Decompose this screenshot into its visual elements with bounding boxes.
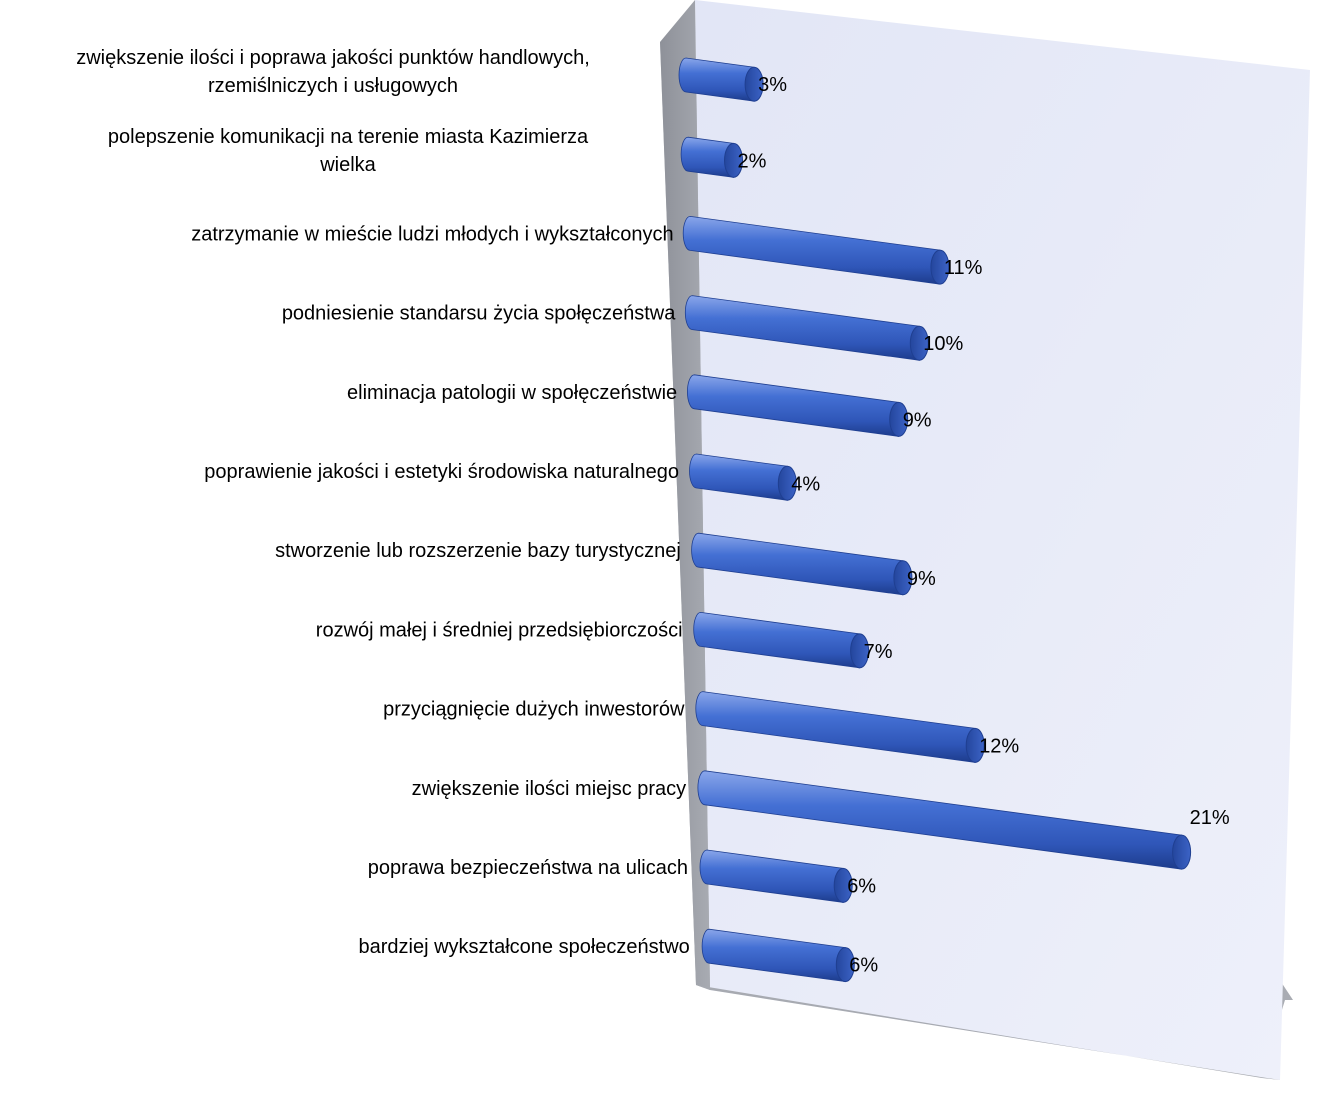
bar-end-cap — [833, 867, 853, 903]
bar-end-cap — [889, 401, 909, 437]
value-label: 6% — [847, 875, 876, 897]
bar — [697, 770, 1182, 870]
category-label: podniesienie standarsu życia społęczeńst… — [282, 303, 676, 325]
bar-end-cap — [893, 560, 913, 596]
category-label: zatrzymanie w mieście ludzi młodych i wy… — [191, 223, 673, 245]
category-label: zwiększenie ilości i poprawa jakości pun… — [76, 47, 590, 97]
bar-end-cap — [930, 249, 950, 285]
value-label: 3% — [758, 74, 787, 96]
value-label: 9% — [907, 568, 936, 590]
bar-end-cap — [909, 325, 929, 361]
bar — [691, 532, 904, 596]
bar-end-cap — [1172, 834, 1192, 870]
category-label: zwiększenie ilości miejsc pracy — [412, 778, 687, 800]
value-label: 21% — [1190, 807, 1230, 829]
value-label: 10% — [923, 333, 963, 355]
category-label: przyciągnięcie dużych inwestorów — [383, 699, 685, 721]
category-label: eliminacja patologii w społęczeństwie — [347, 382, 677, 404]
bar — [689, 453, 788, 501]
category-label: bardziej wykształcone społeczeństwo — [359, 936, 690, 958]
bar-end-cap — [965, 727, 985, 763]
bar-end-cap — [850, 633, 870, 669]
value-label: 2% — [738, 150, 767, 172]
bar — [682, 215, 941, 285]
category-label: stworzenie lub rozszerzenie bazy turysty… — [275, 540, 681, 562]
bar — [687, 374, 900, 437]
bar — [699, 849, 844, 903]
value-label: 6% — [849, 955, 878, 977]
bars-group — [678, 57, 1192, 983]
value-label: 4% — [791, 473, 820, 495]
bar-end-cap — [835, 947, 855, 983]
bar-end-cap — [744, 66, 764, 102]
category-label: poprawienie jakości i estetyki środowisk… — [204, 461, 679, 483]
chart-back-wall — [695, 0, 1310, 1080]
bar — [684, 295, 920, 361]
value-labels-group: 3% 2% 11% 10% 9% 4% 9% 7% 12% 21% 6% 6% — [738, 74, 1230, 976]
category-labels-group: zwiększenie ilości i poprawa jakości pun… — [76, 47, 690, 958]
bar — [678, 57, 755, 102]
value-label: 11% — [944, 257, 983, 279]
value-label: 9% — [903, 409, 932, 431]
bar — [701, 928, 846, 983]
bar — [695, 691, 976, 763]
value-label: 7% — [864, 641, 893, 663]
category-label: poprawa bezpieczeństwa na ulicach — [368, 857, 688, 879]
bar — [680, 136, 734, 178]
bar-end-cap — [724, 142, 743, 178]
bar-end-cap — [777, 465, 797, 501]
category-label: polepszenie komunikacji na terenie miast… — [108, 126, 589, 176]
value-label: 12% — [979, 735, 1019, 757]
bar — [693, 611, 860, 669]
category-label: rozwój małej i średniej przedsiębiorczoś… — [316, 619, 683, 641]
